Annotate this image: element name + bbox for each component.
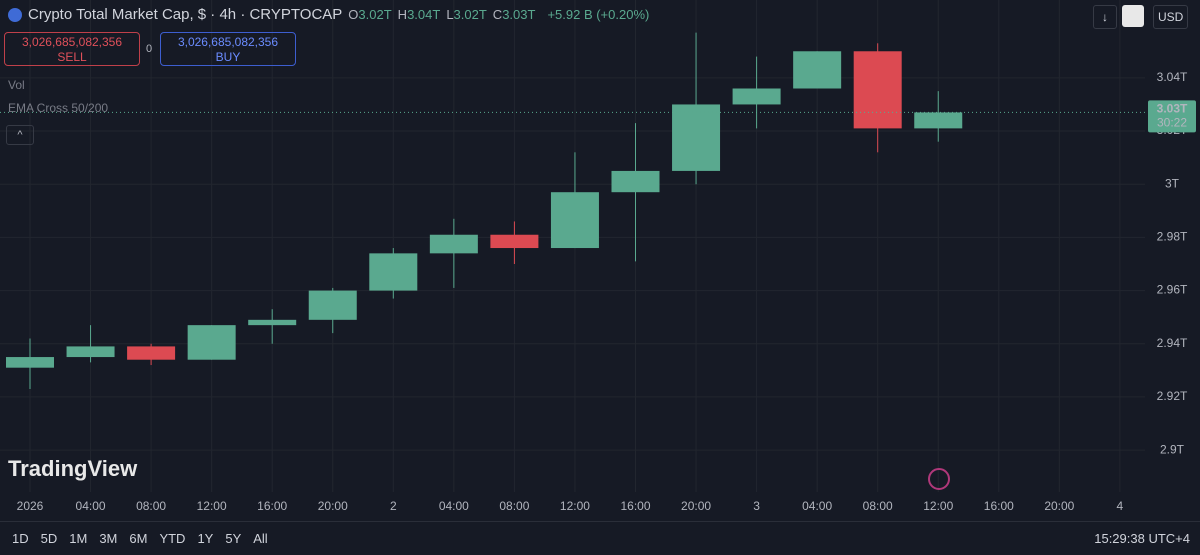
y-tick-label: 2.9T: [1160, 442, 1185, 456]
range-button[interactable]: YTD: [159, 531, 186, 546]
x-tick-label: 12:00: [197, 499, 227, 513]
range-button[interactable]: All: [253, 531, 268, 546]
sell-price: 3,026,685,082,356: [21, 35, 123, 49]
candle-body: [490, 234, 539, 249]
candle-body: [66, 346, 115, 358]
ohlc-value: 3.04T: [407, 7, 441, 22]
change: +5.92 B (+0.20%): [547, 7, 650, 22]
candle-body: [6, 357, 54, 368]
price-tag: [1148, 100, 1196, 133]
y-tick-label: 3T: [1165, 176, 1180, 190]
y-tick-label: 2.94T: [1157, 336, 1188, 350]
x-tick-label: 2026: [17, 499, 44, 513]
candle-body: [127, 346, 176, 360]
indicator[interactable]: Vol: [8, 78, 25, 92]
y-tick-label: 2.98T: [1157, 230, 1188, 244]
x-tick-label: 3: [753, 499, 760, 513]
x-tick-label: 20:00: [681, 499, 711, 513]
y-tick-label: 3.04T: [1157, 70, 1188, 84]
buy-label: BUY: [215, 50, 241, 64]
x-tick-label: 08:00: [499, 499, 529, 513]
range-button[interactable]: 1Y: [197, 531, 214, 546]
range-button[interactable]: 5Y: [225, 531, 242, 546]
x-tick-label: 20:00: [318, 499, 348, 513]
ohlc-key: C: [492, 7, 503, 22]
y-tick-label: 2.92T: [1157, 389, 1188, 403]
candle-body: [732, 88, 781, 105]
download-button[interactable]: ↓: [1093, 5, 1117, 29]
buy-button[interactable]: 3,026,685,082,356 BUY: [160, 32, 296, 66]
candle-body: [187, 325, 236, 360]
ohlc: O3.02T H3.04T L3.02T C3.03T: [348, 7, 541, 22]
logo: TradingView: [8, 456, 138, 481]
candle-body: [793, 51, 842, 89]
ohlc-key: H: [397, 7, 408, 22]
sell-label: SELL: [57, 50, 87, 64]
x-tick-label: 4: [1117, 499, 1124, 513]
collapse-button[interactable]: ^: [6, 125, 34, 145]
sell-button[interactable]: 3,026,685,082,356 SELL: [4, 32, 140, 66]
indicator[interactable]: EMA Cross 50/200: [8, 101, 109, 115]
toolbar: 1D 5D 1M 3M 6M YTD 1Y 5Y All 15:29:38 UTC+4: [0, 521, 1200, 555]
y-tick-label: 2.96T: [1157, 283, 1188, 297]
candle-body: [248, 319, 297, 326]
range-button[interactable]: 3M: [99, 531, 118, 546]
x-tick-label: 16:00: [620, 499, 650, 513]
candle-body: [429, 234, 478, 254]
candle-body: [550, 192, 599, 249]
alert-icon[interactable]: [928, 468, 950, 490]
x-tick-label: 12:00: [560, 499, 590, 513]
ohlc-key: L: [446, 7, 454, 22]
x-tick-label: 16:00: [257, 499, 287, 513]
x-tick-label: 2: [390, 499, 397, 513]
x-tick-label: 08:00: [136, 499, 166, 513]
ohlc-value: 3.03T: [502, 7, 536, 22]
refresh-button[interactable]: [1122, 5, 1144, 27]
candle-body: [369, 253, 418, 291]
countdown: 30:22: [1157, 116, 1187, 130]
x-tick-label: 04:00: [76, 499, 106, 513]
price-tag-label: 3.03T: [1157, 102, 1188, 116]
range-button[interactable]: 5D: [40, 531, 58, 546]
range-button[interactable]: 1D: [12, 531, 29, 546]
candle-body: [853, 51, 902, 129]
x-tick-label: 20:00: [1044, 499, 1074, 513]
ohlc-key: O: [348, 7, 359, 22]
currency-select[interactable]: USD: [1153, 5, 1189, 29]
candle-body: [672, 104, 721, 171]
spread: 0: [146, 43, 153, 55]
range-button[interactable]: 6M: [129, 531, 148, 546]
x-tick-label: 08:00: [863, 499, 893, 513]
header: Crypto Total Market Cap, $ · 4h · CRYPTO…: [8, 6, 649, 23]
x-tick-label: 16:00: [984, 499, 1014, 513]
x-tick-label: 04:00: [439, 499, 469, 513]
ohlc-value: 3.02T: [358, 7, 392, 22]
clock: 15:29:38 UTC+4: [1094, 531, 1190, 546]
range-button[interactable]: 1M: [69, 531, 88, 546]
x-tick-label: 12:00: [923, 499, 953, 513]
title[interactable]: Crypto Total Market Cap, $ · 4h · CRYPTO…: [28, 6, 343, 23]
candle-body: [914, 112, 963, 129]
buy-price: 3,026,685,082,356: [177, 35, 279, 49]
ohlc-value: 3.02T: [453, 7, 487, 22]
x-tick-label: 04:00: [802, 499, 832, 513]
symbol-icon: [8, 7, 22, 22]
candle-body: [611, 170, 660, 193]
candle-body: [308, 290, 357, 320]
